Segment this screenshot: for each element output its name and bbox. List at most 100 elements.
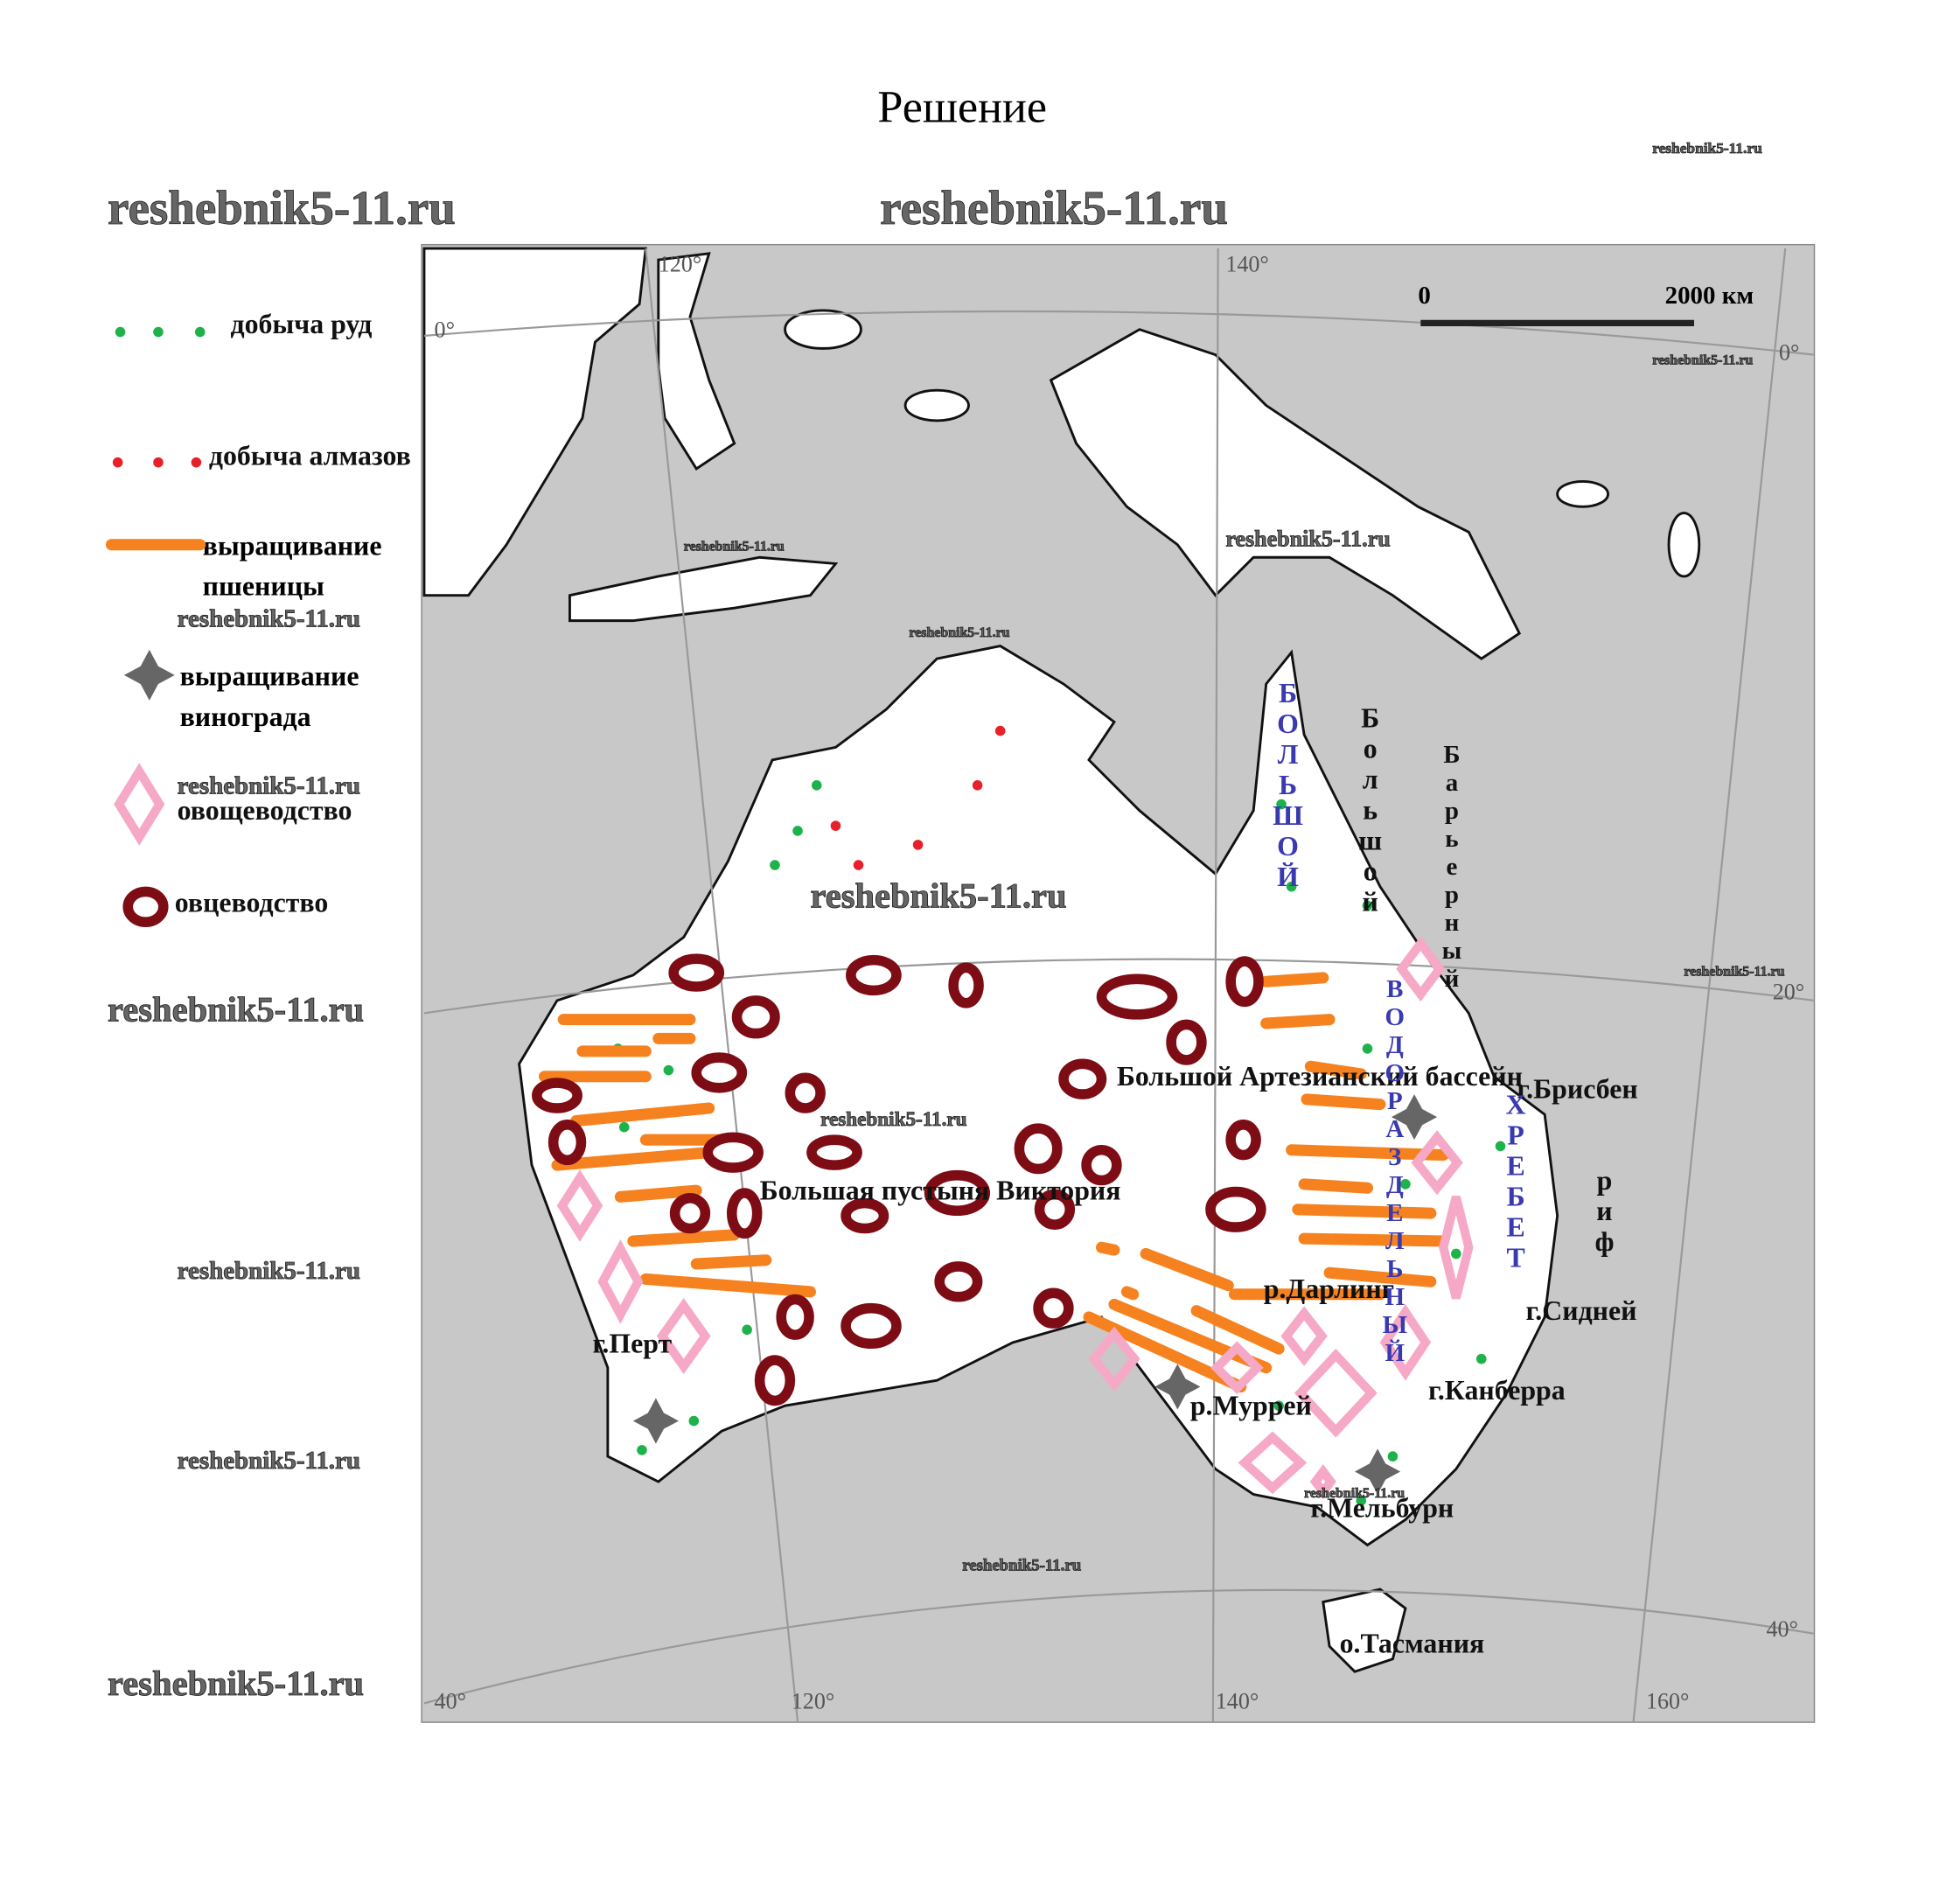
watermark: reshebnik5-11.ru xyxy=(178,771,360,799)
ore-dot xyxy=(811,780,822,791)
ore-dot xyxy=(1356,1495,1367,1506)
wheat-stroke xyxy=(627,1229,741,1247)
sheep-symbol xyxy=(840,1197,889,1234)
wheat-stroke xyxy=(570,1102,715,1127)
ore-dot xyxy=(1286,881,1297,892)
map: 0 2000 км 120° 140° 120° 140° 160° 0° 0°… xyxy=(421,243,1816,1723)
reef-label: Барьерный xyxy=(1438,741,1466,993)
ore-dot xyxy=(1451,1248,1461,1259)
sheep-symbol xyxy=(776,1294,814,1340)
meridian xyxy=(1632,248,1787,1723)
latitude-label: 0° xyxy=(435,317,455,343)
sheep-symbol xyxy=(846,954,902,996)
sheep-symbol xyxy=(1166,1019,1207,1065)
legend-label: добыча руд xyxy=(230,309,372,339)
watermarks: reshebnik5-11.ru reshebnik5-11.ru reshebni… xyxy=(108,140,1785,1704)
sheep-symbol xyxy=(948,962,984,1008)
range-label: ВОДОРАЗДЕЛЬНЫЙ xyxy=(1381,975,1409,1367)
vegetable-symbol xyxy=(1411,1130,1463,1196)
watermark: reshebnik5-11.ru xyxy=(178,1447,360,1475)
diamond-dot xyxy=(853,860,864,870)
latitude-label: 20° xyxy=(1773,980,1804,1005)
vegetable-symbol xyxy=(656,1298,711,1375)
wheat-stroke xyxy=(1260,1014,1336,1029)
sheep-symbol xyxy=(668,953,725,992)
sheep-symbol xyxy=(1096,973,1178,1020)
vegetable-symbol xyxy=(1439,1196,1474,1300)
sheep-symbol xyxy=(1225,1120,1261,1161)
island xyxy=(422,247,647,597)
sheep-symbol xyxy=(1058,1058,1107,1099)
ore-dot xyxy=(1273,1400,1284,1411)
wheat-stroke xyxy=(1120,1286,1140,1301)
wheat-stroke xyxy=(1301,1093,1386,1111)
latitude-label: 40° xyxy=(1767,1616,1798,1642)
place-label: р.Дарлинг xyxy=(1264,1273,1394,1304)
vegetable-symbol xyxy=(1309,1464,1336,1500)
sheep-symbol xyxy=(1225,956,1264,1008)
sheep-symbol xyxy=(785,1072,826,1113)
ore-dot xyxy=(618,1121,630,1133)
ore-dot xyxy=(792,826,803,836)
parallel xyxy=(423,1588,1815,1705)
wheat-stroke xyxy=(1190,1305,1285,1355)
place-label: Большая пустыня Виктория xyxy=(760,1175,1121,1205)
watermark: reshebnik5-11.ru xyxy=(1652,353,1753,368)
ore-dot xyxy=(1362,1043,1373,1054)
watermark: reshebnik5-11.ru xyxy=(811,876,1067,915)
legend: добыча руд добыча алмазов выращивание пш… xyxy=(105,309,411,927)
parallel xyxy=(423,958,1815,1015)
ore-dot xyxy=(194,326,206,338)
diamond-dot xyxy=(112,457,123,468)
sheep-symbol xyxy=(1081,1144,1122,1186)
ore-dot xyxy=(1387,1451,1399,1462)
grape-symbol xyxy=(1355,1448,1401,1495)
wheat-stroke xyxy=(1323,1266,1437,1287)
wheat-stroke xyxy=(690,1254,772,1270)
meridian xyxy=(1211,248,1219,1723)
longitude-label: 140° xyxy=(1225,251,1269,276)
place-label: г.Сидней xyxy=(1525,1295,1636,1326)
wheat-stroke xyxy=(1095,1241,1120,1256)
watermark: reshebnik5-11.ru xyxy=(108,990,364,1029)
sheep-symbol xyxy=(122,886,169,927)
vegetable-symbol xyxy=(1379,1303,1432,1381)
place-label: о.Тасмания xyxy=(1340,1629,1485,1659)
watermark: reshebnik5-11.ru xyxy=(178,604,360,632)
watermark: reshebnik5-11.ru xyxy=(1652,140,1762,157)
watermark: reshebnik5-11.ru xyxy=(1684,965,1784,980)
island xyxy=(1667,512,1701,578)
sheep-symbol xyxy=(924,1169,991,1217)
wheat-stroke xyxy=(1292,1204,1437,1219)
latitude-label: 0° xyxy=(1779,340,1799,366)
sheep-symbol xyxy=(691,1052,748,1093)
diamond-dot xyxy=(830,820,841,831)
sheep-symbol xyxy=(548,1120,587,1166)
place-label: г.Перт xyxy=(593,1328,673,1358)
diamond-dot xyxy=(994,725,1006,736)
ore-dot xyxy=(637,1445,647,1455)
sheep-symbol xyxy=(754,1355,796,1406)
wheat-stroke xyxy=(1298,1178,1374,1194)
vegetable-symbol xyxy=(114,763,165,846)
sheep-symbol xyxy=(1205,1186,1266,1232)
vegetable-symbol xyxy=(1088,1326,1140,1392)
wheat-stroke xyxy=(1140,1247,1234,1292)
grape-symbol xyxy=(123,649,175,701)
reef-label: риф xyxy=(1589,1165,1620,1257)
sheep-symbol xyxy=(806,1134,862,1170)
diamond-dot xyxy=(191,457,202,468)
watermark: reshebnik5-11.ru xyxy=(1304,1486,1405,1501)
island xyxy=(568,555,839,623)
ore-dot xyxy=(115,326,126,338)
vegetable-symbol xyxy=(1294,1348,1378,1438)
watermark: reshebnik5-11.ru xyxy=(1225,526,1390,551)
wheat-stroke xyxy=(614,1184,702,1203)
range-label: ХРЕБЕТ xyxy=(1501,1089,1531,1273)
legend-label: добыча алмазов xyxy=(209,441,411,471)
vegetable-symbol xyxy=(1238,1431,1308,1495)
diamond-dot xyxy=(153,457,164,468)
wheat-stroke xyxy=(551,1147,715,1171)
ore-dot xyxy=(1276,799,1287,810)
sheep-symbol xyxy=(1034,1189,1076,1230)
